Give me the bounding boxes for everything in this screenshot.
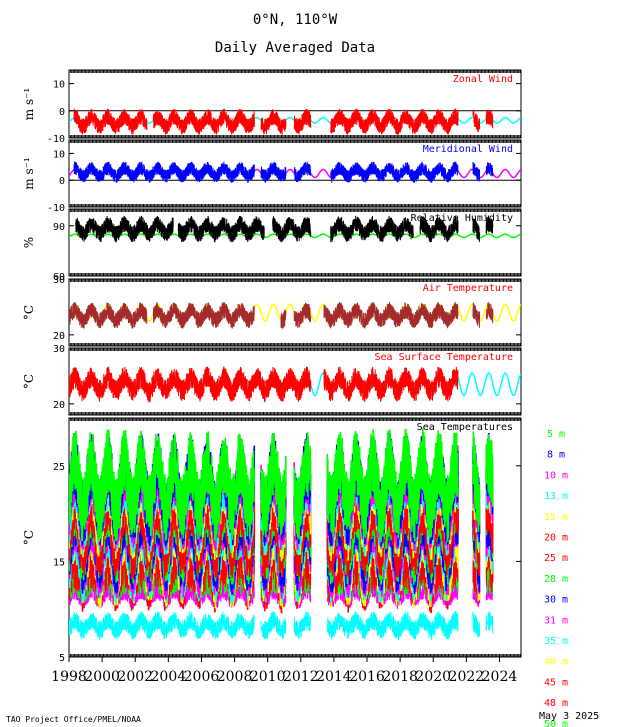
- panel-title: Air Temperature: [423, 283, 513, 294]
- legend-entry: 28 m: [544, 574, 568, 585]
- x-tick-label: 2012: [283, 669, 319, 685]
- y-tick-label: -10: [47, 134, 65, 145]
- x-tick-label: 2020: [415, 669, 451, 685]
- panel-content: [69, 366, 521, 403]
- y-tick-label: 0: [59, 176, 65, 187]
- legend-entry: 20 m: [544, 533, 568, 544]
- observed-line: [69, 301, 494, 330]
- chart-subtitle: Daily Averaged Data: [214, 40, 376, 56]
- legend-entry: 31 m: [544, 615, 568, 626]
- legend-entry: 25 m: [544, 553, 568, 564]
- legend-entry: 10 m: [544, 470, 568, 481]
- depth-line: [69, 611, 494, 641]
- y-tick-label: 0: [59, 107, 65, 118]
- observed-line: [69, 366, 459, 403]
- x-tick-label: 2000: [84, 669, 120, 685]
- panel-content: [69, 161, 521, 183]
- legend-entry: 13 m: [544, 491, 568, 502]
- x-tick-label: 2002: [117, 669, 153, 685]
- panel-title: Meridional Wind: [423, 144, 513, 155]
- y-tick-label: 60: [53, 272, 65, 283]
- panel-content: [69, 215, 521, 243]
- footer-date: May 3 2025: [539, 711, 599, 722]
- legend-entry: 5 m: [547, 429, 565, 440]
- panel-title: Zonal Wind: [453, 74, 513, 85]
- x-tick-label: 2018: [382, 669, 418, 685]
- x-tick-label: 2024: [482, 669, 518, 685]
- panel-zonal: 10 0 -10 m s⁻¹ Zonal Wind: [22, 69, 522, 145]
- y-tick-label: 15: [53, 557, 65, 568]
- x-tick-label: 2006: [184, 669, 220, 685]
- panel-title: Relative Humidity: [411, 213, 513, 224]
- panel-sea_temps: 25 15 5 °C Sea Temperatures: [22, 417, 522, 664]
- y-tick-label: 20: [53, 400, 65, 411]
- y-axis-label: °C: [22, 530, 36, 545]
- y-tick-label: 30: [53, 344, 65, 355]
- panel-content: [69, 108, 521, 135]
- y-axis-label: m s⁻¹: [22, 88, 36, 121]
- y-tick-label: 5: [59, 653, 65, 664]
- observed-line: [75, 215, 494, 243]
- legend-entry: 50 m: [544, 719, 568, 727]
- panel-title: Sea Surface Temperature: [375, 352, 513, 363]
- x-tick-label: 2008: [217, 669, 253, 685]
- y-tick-label: 30: [53, 275, 65, 286]
- legend-entry: 8 m: [547, 450, 565, 461]
- x-tick-label: 2022: [449, 669, 485, 685]
- panel-air_temp: 30 20 °C Air Temperature: [22, 275, 522, 347]
- x-axis: 1998200020022004200620082010201220142016…: [51, 657, 517, 685]
- observed-line: [73, 161, 494, 183]
- panel-sst: 30 20 °C Sea Surface Temperature: [22, 344, 522, 416]
- legend-entry: 40 m: [544, 657, 568, 668]
- legend-entry: 45 m: [544, 677, 568, 688]
- panel-content: [69, 301, 521, 330]
- x-tick-label: 1998: [51, 669, 87, 685]
- x-tick-label: 2014: [316, 669, 352, 685]
- chart-title: 0°N, 110°W: [252, 12, 338, 28]
- x-tick-label: 2010: [250, 669, 286, 685]
- y-tick-label: -10: [47, 203, 65, 214]
- y-axis-label: °C: [22, 374, 36, 389]
- y-axis-label: °C: [22, 305, 36, 320]
- panels: 10 0 -10 m s⁻¹ Zonal Wind 10 0 -10 m s⁻¹ Meridion…: [22, 69, 522, 664]
- legend-entry: 35 m: [544, 636, 568, 647]
- x-tick-label: 2004: [151, 669, 187, 685]
- y-tick-label: 20: [53, 331, 65, 342]
- y-tick-label: 90: [53, 222, 65, 233]
- y-tick-label: 25: [53, 462, 65, 473]
- footer-credit: TAO Project Office/PMEL/NOAA: [6, 715, 141, 724]
- legend: 5 m 8 m 10 m 13 m 15 m 20 m 25 m 28 m 30 m 31 m 35…: [544, 429, 568, 727]
- panel-meridional: 10 0 -10 m s⁻¹ Meridional Wind: [22, 139, 522, 214]
- legend-entry: 30 m: [544, 595, 568, 606]
- x-tick-label: 2016: [349, 669, 385, 685]
- legend-entry: 48 m: [544, 698, 568, 709]
- legend-entry: 15 m: [544, 512, 568, 523]
- observed-line: [73, 108, 494, 135]
- depth-line: [69, 428, 494, 543]
- y-axis-label: m s⁻¹: [22, 157, 36, 190]
- panel-humidity: 90 60% Relative Humidity: [22, 208, 522, 283]
- y-axis-label: %: [22, 237, 36, 248]
- panel-title: Sea Temperatures: [417, 422, 513, 433]
- y-tick-label: 10: [53, 80, 65, 91]
- panel-content: [69, 428, 494, 641]
- y-tick-label: 10: [53, 149, 65, 160]
